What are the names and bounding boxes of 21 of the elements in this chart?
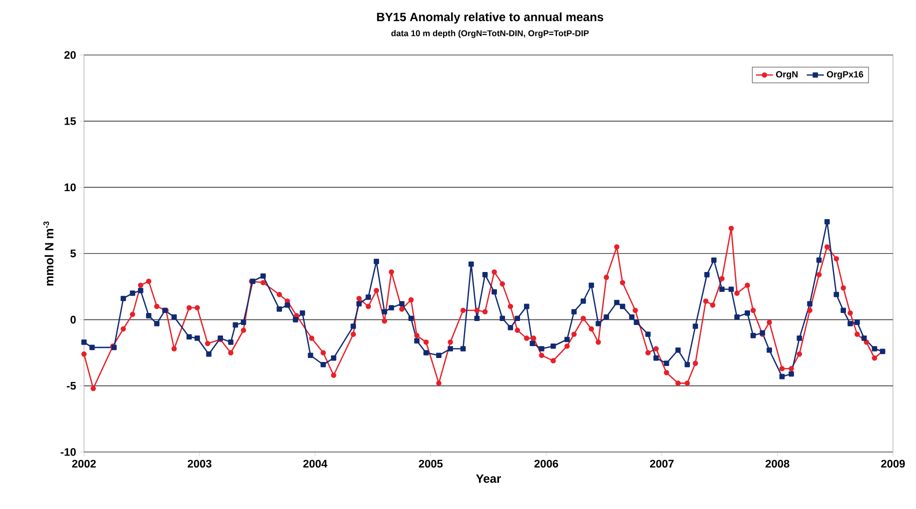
- legend-label: OrgPx16: [826, 71, 864, 80]
- chart-subtitle: data 10 m depth (OrgN=TotN-DIN, OrgP=TotP-DIP: [391, 30, 589, 38]
- x-tick-label: 2003: [188, 460, 212, 468]
- y-tick-label: -10: [60, 448, 76, 456]
- x-axis-title: Year: [476, 474, 501, 483]
- x-tick-label: 2008: [766, 460, 790, 468]
- x-tick-label: 2004: [303, 460, 328, 468]
- y-tick-label: 0: [70, 316, 76, 324]
- x-tick-label: 2002: [72, 460, 96, 468]
- x-tick-label: 2005: [418, 460, 443, 468]
- x-tick-label: 2007: [650, 460, 674, 468]
- y-tick-label: 15: [64, 117, 76, 126]
- y-tick-label: 20: [64, 51, 76, 59]
- y-tick-label: -5: [66, 382, 76, 390]
- x-tick-label: 2009: [881, 460, 905, 468]
- x-tick-label: 2006: [534, 460, 558, 468]
- y-tick-label: 10: [64, 183, 76, 192]
- chart-title: BY15 Anomaly relative to annual means: [377, 12, 604, 24]
- y-tick-label: 5: [70, 250, 76, 258]
- legend-label: OrgN: [776, 71, 798, 80]
- y-axis-title: mmol N m$^{-3}$: [43, 221, 54, 286]
